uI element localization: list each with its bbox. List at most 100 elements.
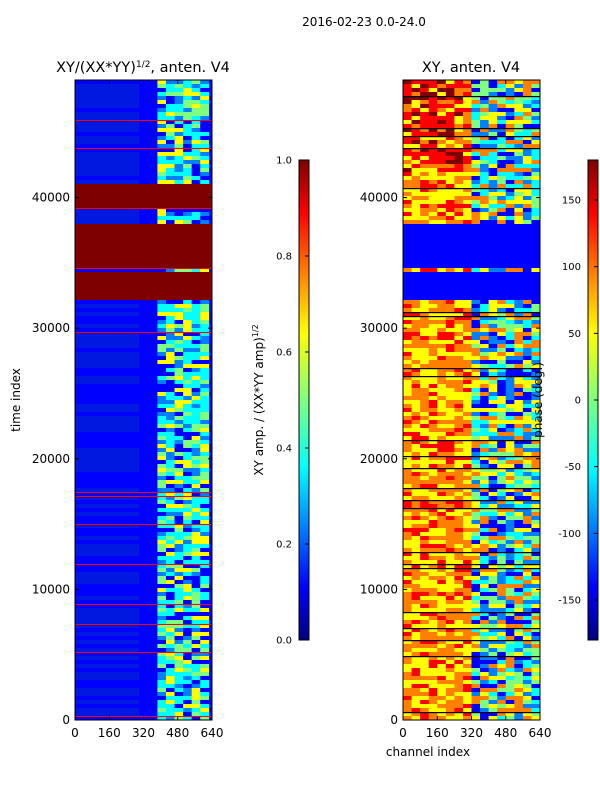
left-high-channel-cell — [174, 692, 184, 697]
right-high-channel-cell — [488, 648, 498, 653]
right-low-phase-row — [403, 264, 540, 269]
left-high-channel-cell — [165, 124, 175, 129]
right-low-channel-cell — [437, 300, 447, 305]
left-high-channel-cell — [174, 324, 184, 329]
left-high-channel-cell — [174, 676, 184, 681]
left-high-channel-cell — [157, 160, 167, 165]
left-high-channel-cell — [157, 540, 167, 545]
right-high-channel-cell — [531, 704, 540, 709]
right-high-channel-cell — [514, 580, 524, 585]
right-high-channel-cell — [471, 100, 481, 105]
right-low-channel-cell — [454, 84, 464, 89]
right-high-channel-cell — [488, 652, 498, 657]
right-high-channel-cell — [480, 696, 489, 701]
right-low-channel-cell — [411, 176, 421, 181]
right-low-channel-cell — [454, 144, 464, 149]
right-low-channel-cell — [411, 636, 421, 641]
right-high-channel-cell — [522, 420, 532, 425]
left-high-channel-cell — [200, 672, 210, 677]
left-high-channel-cell — [165, 544, 175, 549]
right-high-channel-cell — [522, 664, 532, 669]
right-high-channel-cell — [497, 308, 507, 313]
right-low-channel-cell — [454, 540, 464, 545]
right-low-channel-cell — [437, 628, 447, 633]
right-high-channel-cell — [505, 672, 515, 677]
right-low-channel-cell — [411, 348, 421, 353]
right-low-channel-cell — [420, 580, 429, 585]
right-low-channel-cell — [420, 628, 429, 633]
left-high-channel-cell — [174, 160, 184, 165]
left-high-channel-cell — [200, 632, 210, 637]
right-low-channel-cell — [420, 344, 429, 349]
right-low-channel-cell — [420, 556, 429, 561]
right-low-channel-cell — [411, 424, 421, 429]
right-low-channel-cell — [437, 352, 447, 357]
left-high-channel-cell — [191, 704, 201, 709]
left-high-channel-cell — [183, 636, 192, 641]
right-low-channel-cell — [445, 504, 455, 509]
right-low-channel-cell — [454, 456, 464, 461]
right-high-channel-cell — [488, 632, 498, 637]
left-high-channel-cell — [157, 316, 167, 321]
right-low-channel-cell — [411, 708, 421, 713]
right-high-channel-cell — [514, 496, 524, 501]
right-high-channel-cell — [505, 512, 515, 517]
right-low-channel-cell — [437, 444, 447, 449]
right-high-channel-cell — [522, 416, 532, 421]
right-low-channel-cell — [403, 104, 412, 109]
colorbar-tick-label: 0.2 — [276, 540, 292, 551]
left-high-channel-cell — [174, 168, 184, 173]
right-low-channel-cell — [445, 420, 455, 425]
right-high-channel-cell — [497, 404, 507, 409]
right-low-channel-cell — [437, 484, 447, 489]
right-high-channel-cell — [471, 300, 481, 305]
left-low-channel-cell — [75, 652, 140, 657]
right-high-channel-cell — [514, 136, 524, 141]
right-high-channel-cell — [497, 472, 507, 477]
right-high-channel-cell — [497, 572, 507, 577]
left-high-channel-cell — [183, 552, 192, 557]
right-high-channel-cell — [531, 472, 540, 477]
colorbar-tick-label: 1.0 — [276, 156, 292, 167]
y-tick-label: 40000 — [360, 191, 398, 205]
right-low-channel-cell — [428, 488, 438, 493]
left-high-channel-cell — [174, 572, 184, 577]
right-high-channel-cell — [471, 464, 481, 469]
right-high-channel-cell — [497, 440, 507, 445]
right-high-channel-cell — [497, 432, 507, 437]
right-low-channel-cell — [420, 564, 429, 569]
right-high-channel-cell — [505, 508, 515, 513]
colorbar-tick-label: 0.6 — [276, 348, 292, 359]
right-high-channel-cell — [522, 84, 532, 89]
left-high-channel-cell — [200, 172, 210, 177]
right-low-channel-cell — [420, 588, 429, 593]
right-high-channel-cell — [522, 488, 532, 493]
right-high-channel-cell — [480, 600, 489, 605]
right-low-channel-cell — [411, 692, 421, 697]
left-high-channel-cell — [183, 484, 192, 489]
right-high-channel-cell — [471, 420, 481, 425]
left-high-channel-cell — [200, 416, 210, 421]
right-low-channel-cell — [445, 688, 455, 693]
right-high-channel-cell — [522, 444, 532, 449]
right-low-channel-cell — [437, 384, 447, 389]
left-flag-line — [75, 496, 212, 497]
right-low-channel-cell — [437, 84, 447, 89]
right-high-channel-cell — [514, 564, 524, 569]
right-high-channel-cell — [480, 368, 489, 373]
right-low-channel-cell — [403, 512, 412, 517]
right-low-channel-cell — [462, 488, 472, 493]
right-low-channel-cell — [403, 504, 412, 509]
right-low-channel-cell — [428, 84, 438, 89]
right-high-channel-cell — [471, 572, 481, 577]
right-high-channel-cell — [522, 340, 532, 345]
left-high-channel-cell — [174, 592, 184, 597]
right-low-channel-cell — [437, 148, 447, 153]
right-flag-line — [403, 508, 540, 510]
left-high-channel-cell — [183, 448, 192, 453]
left-high-channel-cell — [200, 556, 210, 561]
left-saturated-row — [75, 224, 212, 229]
left-high-channel-cell — [191, 564, 201, 569]
right-high-channel-cell — [480, 672, 489, 677]
right-high-channel-cell — [505, 712, 515, 717]
